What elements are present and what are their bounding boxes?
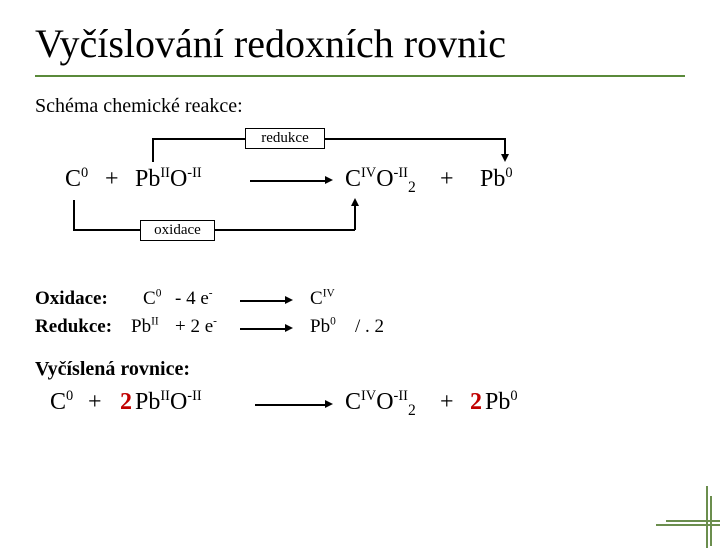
oxidation-half-reaction: Oxidace: C0 - 4 e- CIV: [35, 288, 685, 312]
reduction-half-reaction: Redukce: PbII + 2 e- Pb0 / . 2: [35, 316, 685, 340]
product-Pb: Pb0: [480, 166, 513, 193]
oxidation-word: Oxidace:: [35, 288, 108, 310]
plus-1: +: [105, 166, 119, 193]
decorative-corner: [710, 496, 712, 546]
product-CO2: CIVO-II2: [345, 166, 416, 193]
subtitle: Schéma chemické reakce:: [35, 95, 685, 118]
reduction-label: redukce: [245, 128, 325, 149]
plus-2: +: [440, 166, 454, 193]
reactant-PbO: PbIIO-II: [135, 166, 202, 193]
reaction-arrow: [250, 180, 325, 182]
page-title: Vyčíslování redoxních rovnic: [35, 20, 685, 77]
final-equation-label: Vyčíslená rovnice:: [35, 358, 685, 381]
reactant-C: C0: [65, 166, 88, 193]
decorative-corner: [706, 486, 708, 548]
reaction-scheme: redukce C0 + PbIIO-II CIVO-II2 + Pb0 oxi…: [35, 128, 685, 288]
reduction-word: Redukce:: [35, 316, 112, 338]
final-equation: C0 + 2 PbIIO-II CIVO-II2 + 2 Pb0: [35, 389, 685, 423]
slide: Vyčíslování redoxních rovnic Schéma chem…: [0, 0, 720, 443]
oxidation-label: oxidace: [140, 220, 215, 241]
